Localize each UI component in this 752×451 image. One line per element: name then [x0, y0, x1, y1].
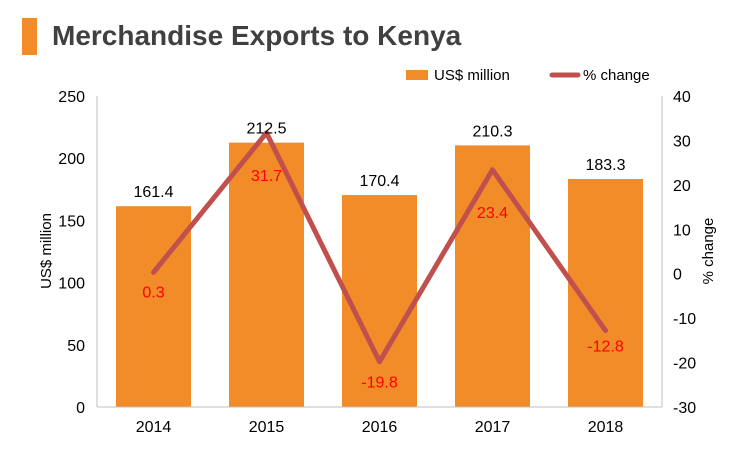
- y-tick-label: 150: [58, 213, 85, 230]
- y2-tick-label: -20: [673, 356, 696, 373]
- legend-swatch-bar: [406, 70, 428, 80]
- line-layer: [151, 130, 608, 365]
- y2-tick-label: 40: [673, 89, 691, 106]
- chart-title: Merchandise Exports to Kenya: [52, 20, 462, 51]
- bar-2017: [455, 145, 530, 408]
- bar-value-label: 212.5: [246, 121, 286, 138]
- y-tick-label: 50: [67, 338, 85, 355]
- y2-axis-title: % change: [700, 218, 717, 285]
- line-value-label: 23.4: [477, 205, 508, 222]
- axes-layer: 0 50 100 150 200 250 -30 -20 -10 0 10 20 30 40 2014 201…: [58, 89, 696, 436]
- line-value-label: 31.7: [251, 168, 282, 185]
- x-tick-label: 2017: [475, 419, 511, 436]
- y2-tick-label: -30: [673, 400, 696, 417]
- percent-change-line: [151, 130, 608, 365]
- labels-layer: 161.4 212.5 170.4 210.3 183.3 0.3 31.7 -19.8 23.…: [133, 121, 625, 392]
- legend: US$ million % change: [406, 67, 650, 84]
- y2-tick-label: 0: [673, 267, 682, 284]
- x-tick-label: 2014: [136, 419, 172, 436]
- y2-tick-label: 20: [673, 178, 691, 195]
- y-tick-label: 100: [58, 276, 85, 293]
- bar-value-label: 210.3: [472, 123, 512, 140]
- y-tick-label: 200: [58, 151, 85, 168]
- line-value-label: -19.8: [361, 375, 398, 392]
- bar-value-label: 161.4: [133, 184, 173, 201]
- bar-value-label: 170.4: [359, 173, 399, 190]
- y-tick-label: 250: [58, 89, 85, 106]
- y2-tick-label: 30: [673, 133, 691, 150]
- y-tick-label: 0: [76, 400, 85, 417]
- title-accent-bar: [22, 18, 37, 55]
- y2-tick-label: -10: [673, 311, 696, 328]
- x-tick-label: 2016: [362, 419, 398, 436]
- bar-value-label: 183.3: [585, 157, 625, 174]
- legend-label-bar: US$ million: [434, 67, 510, 84]
- x-tick-label: 2018: [588, 419, 624, 436]
- y-axis-title: US$ million: [38, 213, 55, 289]
- bar-2016: [342, 195, 417, 407]
- x-tick-label: 2015: [249, 419, 285, 436]
- legend-label-line: % change: [583, 67, 650, 84]
- line-value-label: -12.8: [587, 339, 624, 356]
- y2-tick-label: 10: [673, 222, 691, 239]
- line-value-label: 0.3: [142, 284, 164, 301]
